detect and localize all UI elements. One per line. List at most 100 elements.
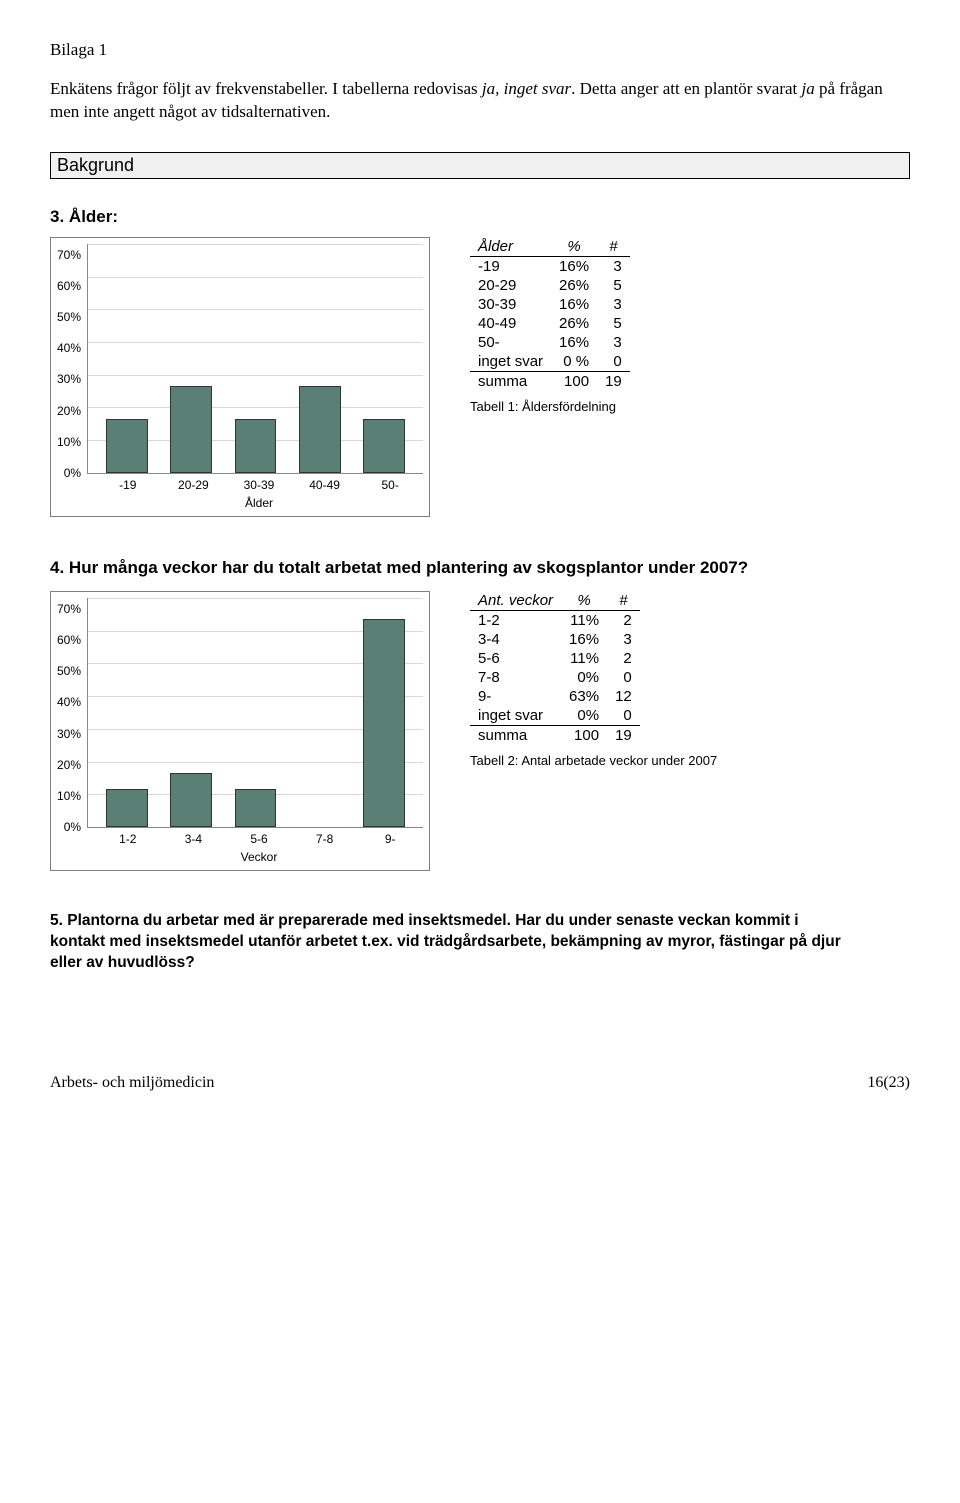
q3-table-header: # — [597, 237, 630, 257]
q4-y-axis: 70%60%50%40%30%20%10%0% — [57, 598, 87, 828]
q3-title: Ålder: — [69, 207, 118, 226]
q4-table-sum-row: summa10019 — [470, 725, 640, 745]
q3-table-cell: 0 — [597, 352, 630, 372]
q4-table-cell: 0% — [561, 668, 607, 687]
q3-table-row: 20-2926%5 — [470, 276, 630, 295]
q3-x-label: 40-49 — [292, 478, 358, 492]
q3-x-labels: -1920-2930-3940-4950- — [95, 478, 423, 492]
q4-table-cell: 3 — [607, 630, 640, 649]
q3-table-row: inget svar0 %0 — [470, 352, 630, 372]
q3-y-tick: 40% — [57, 342, 81, 354]
q3-table-cell: 26% — [551, 276, 597, 295]
q4-table: Ant. veckor%#1-211%23-416%35-611%27-80%0… — [470, 591, 640, 745]
q3-bar — [235, 419, 277, 473]
q4-table-row: 9-63%12 — [470, 687, 640, 706]
q4-bars — [88, 598, 423, 827]
q5-heading: 5. Plantorna du arbetar med är preparera… — [50, 911, 850, 974]
q5-title: Plantorna du arbetar med är preparerade … — [50, 912, 841, 971]
q4-y-tick: 10% — [57, 790, 81, 802]
q4-bar-slot — [223, 598, 287, 827]
q3-y-tick: 70% — [57, 249, 81, 261]
q3-table-cell: 50- — [470, 333, 551, 352]
q3-table-cell: inget svar — [470, 352, 551, 372]
q4-chart-plot: 70%60%50%40%30%20%10%0% — [57, 598, 423, 828]
q3-table-cell: 3 — [597, 333, 630, 352]
q3-table-cell: 5 — [597, 314, 630, 333]
q4-x-label: 3-4 — [161, 832, 227, 846]
intro-paragraph: Enkätens frågor följt av frekvenstabelle… — [50, 78, 910, 124]
q4-number: 4. — [50, 558, 64, 577]
q3-x-label: 50- — [357, 478, 423, 492]
q4-table-caption: Tabell 2: Antal arbetade veckor under 20… — [470, 753, 717, 768]
q4-x-label: 9- — [357, 832, 423, 846]
q4-table-sum-cell: 100 — [561, 725, 607, 745]
q3-bar-slot — [223, 244, 287, 473]
q3-table-row: -1916%3 — [470, 256, 630, 276]
q4-table-row: 5-611%2 — [470, 649, 640, 668]
q3-y-tick: 10% — [57, 436, 81, 448]
q3-table-container: Ålder%#-1916%320-2926%530-3916%340-4926%… — [470, 237, 630, 414]
q4-table-cell: 0 — [607, 706, 640, 726]
q4-table-row: 7-80%0 — [470, 668, 640, 687]
q3-table: Ålder%#-1916%320-2926%530-3916%340-4926%… — [470, 237, 630, 391]
q3-y-tick: 60% — [57, 280, 81, 292]
q3-table-sum-cell: 100 — [551, 371, 597, 391]
footer-right: 16(23) — [867, 1074, 910, 1092]
q4-table-cell: 0% — [561, 706, 607, 726]
q4-heading: 4. Hur många veckor har du totalt arbeta… — [50, 557, 910, 579]
q4-bar — [106, 789, 148, 827]
q4-content-row: 70%60%50%40%30%20%10%0% 1-23-45-67-89- V… — [50, 591, 910, 871]
q4-table-cell: 0 — [607, 668, 640, 687]
q3-bar-slot — [159, 244, 223, 473]
q3-table-cell: 16% — [551, 333, 597, 352]
q4-y-tick: 20% — [57, 759, 81, 771]
q3-table-cell: 26% — [551, 314, 597, 333]
q4-plot-area — [87, 598, 423, 828]
q3-chart: 70%60%50%40%30%20%10%0% -1920-2930-3940-… — [50, 237, 430, 517]
q4-table-sum-cell: summa — [470, 725, 561, 745]
q4-table-cell: 12 — [607, 687, 640, 706]
q4-table-container: Ant. veckor%#1-211%23-416%35-611%27-80%0… — [470, 591, 717, 768]
q4-bar — [235, 789, 277, 827]
q4-title: Hur många veckor har du totalt arbetat m… — [69, 558, 748, 577]
q3-chart-plot: 70%60%50%40%30%20%10%0% — [57, 244, 423, 474]
q4-table-cell: 16% — [561, 630, 607, 649]
q3-table-cell: 5 — [597, 276, 630, 295]
q3-number: 3. — [50, 207, 64, 226]
q4-table-cell: 7-8 — [470, 668, 561, 687]
q3-content-row: 70%60%50%40%30%20%10%0% -1920-2930-3940-… — [50, 237, 910, 517]
q4-bar-slot — [95, 598, 159, 827]
q4-y-tick: 0% — [64, 821, 81, 833]
intro-text-2: . Detta anger att en plantör svarat — [571, 79, 801, 98]
q3-table-cell: 20-29 — [470, 276, 551, 295]
q3-table-sum-row: summa10019 — [470, 371, 630, 391]
q4-table-cell: 9- — [470, 687, 561, 706]
q3-bar — [363, 419, 405, 473]
q3-table-cell: 16% — [551, 256, 597, 276]
q3-table-cell: 40-49 — [470, 314, 551, 333]
q4-chart-frame: 70%60%50%40%30%20%10%0% 1-23-45-67-89- V… — [50, 591, 430, 871]
q3-heading: 3. Ålder: — [50, 207, 910, 227]
q4-y-tick: 40% — [57, 696, 81, 708]
q4-table-row: inget svar0%0 — [470, 706, 640, 726]
q4-bar-slot — [352, 598, 416, 827]
intro-italic-2: ja — [802, 79, 815, 98]
q4-table-header: # — [607, 591, 640, 611]
q4-table-cell: 2 — [607, 610, 640, 630]
q3-plot-area — [87, 244, 423, 474]
q3-bar — [299, 386, 341, 473]
q3-table-caption: Tabell 1: Åldersfördelning — [470, 399, 630, 414]
intro-italic-1: ja, inget svar — [482, 79, 571, 98]
page-footer: Arbets- och miljömedicin 16(23) — [50, 1074, 910, 1092]
q4-table-cell: 11% — [561, 610, 607, 630]
q3-y-tick: 0% — [64, 467, 81, 479]
q3-table-cell: 16% — [551, 295, 597, 314]
q4-table-cell: 63% — [561, 687, 607, 706]
q4-x-label: 5-6 — [226, 832, 292, 846]
q3-table-cell: 3 — [597, 256, 630, 276]
q3-table-sum-cell: summa — [470, 371, 551, 391]
q4-y-tick: 70% — [57, 603, 81, 615]
q4-x-labels: 1-23-45-67-89- — [95, 832, 423, 846]
q4-table-cell: 3-4 — [470, 630, 561, 649]
q3-table-row: 50-16%3 — [470, 333, 630, 352]
